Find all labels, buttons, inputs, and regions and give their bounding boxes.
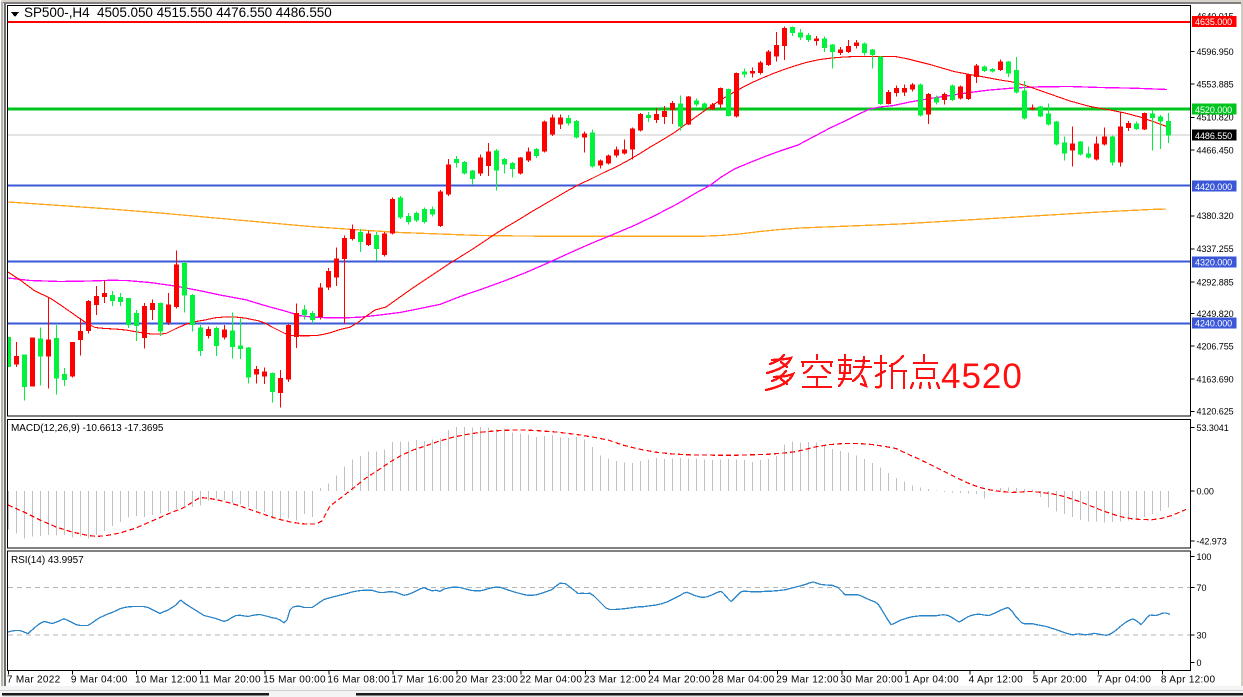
svg-text:7 Apr 04:00: 7 Apr 04:00 [1097, 675, 1152, 686]
svg-text:28 Mar 04:00: 28 Mar 04:00 [712, 675, 775, 686]
svg-text:11 Mar 20:00: 11 Mar 20:00 [199, 675, 261, 686]
svg-text:4 Apr 12:00: 4 Apr 12:00 [969, 675, 1024, 686]
svg-text:4520.000: 4520.000 [1195, 105, 1232, 115]
svg-text:4380.320: 4380.320 [1197, 211, 1234, 221]
svg-text:4240.000: 4240.000 [1195, 318, 1232, 328]
svg-text:4337.255: 4337.255 [1197, 244, 1234, 254]
svg-text:MACD(12,26,9) -10.6613 -17.369: MACD(12,26,9) -10.6613 -17.3695 [11, 423, 164, 434]
svg-text:SP500-,H4 4505.050 4515.550 4: SP500-,H4 4505.050 4515.550 4476.550 448… [24, 5, 332, 20]
svg-text:22 Mar 04:00: 22 Mar 04:00 [520, 675, 583, 686]
svg-text:9 Mar 04:00: 9 Mar 04:00 [71, 675, 128, 686]
svg-text:0.00: 0.00 [1197, 486, 1214, 496]
svg-text:16 Mar 08:00: 16 Mar 08:00 [327, 675, 390, 686]
svg-text:4486.550: 4486.550 [1195, 131, 1232, 141]
svg-text:4510.820: 4510.820 [1197, 113, 1234, 123]
svg-text:23 Mar 12:00: 23 Mar 12:00 [584, 675, 647, 686]
svg-text:-42.973: -42.973 [1197, 536, 1227, 546]
svg-text:5 Apr 20:00: 5 Apr 20:00 [1033, 675, 1088, 686]
svg-text:20 Mar 23:00: 20 Mar 23:00 [456, 675, 519, 686]
svg-text:17 Mar 16:00: 17 Mar 16:00 [392, 675, 455, 686]
svg-text:15 Mar 00:00: 15 Mar 00:00 [263, 675, 326, 686]
svg-text:1 Apr 04:00: 1 Apr 04:00 [905, 675, 960, 686]
svg-text:0: 0 [1197, 658, 1202, 668]
svg-text:7 Mar 2022: 7 Mar 2022 [7, 675, 61, 686]
svg-text:4420.000: 4420.000 [1195, 182, 1232, 192]
svg-text:100: 100 [1197, 552, 1212, 562]
svg-text:4320.000: 4320.000 [1195, 257, 1232, 267]
svg-text:70: 70 [1197, 583, 1207, 593]
svg-text:8 Apr 12:00: 8 Apr 12:00 [1161, 675, 1216, 686]
svg-text:10 Mar 12:00: 10 Mar 12:00 [135, 675, 198, 686]
svg-text:4553.885: 4553.885 [1197, 79, 1234, 89]
svg-text:24 Mar 20:00: 24 Mar 20:00 [648, 675, 711, 686]
svg-text:RSI(14) 43.9957: RSI(14) 43.9957 [11, 555, 84, 566]
svg-text:4596.950: 4596.950 [1197, 47, 1234, 57]
svg-text:4249.820: 4249.820 [1197, 309, 1234, 319]
svg-text:4520: 4520 [941, 357, 1023, 396]
svg-text:30: 30 [1197, 630, 1207, 640]
svg-text:30 Mar 20:00: 30 Mar 20:00 [840, 675, 903, 686]
svg-text:29 Mar 12:00: 29 Mar 12:00 [776, 675, 839, 686]
svg-text:53.3041: 53.3041 [1197, 423, 1229, 433]
svg-text:4120.625: 4120.625 [1197, 407, 1234, 417]
svg-text:4292.885: 4292.885 [1197, 278, 1234, 288]
svg-text:4466.450: 4466.450 [1197, 145, 1234, 155]
svg-text:4163.690: 4163.690 [1197, 374, 1234, 384]
svg-text:4206.755: 4206.755 [1197, 342, 1234, 352]
svg-text:4635.000: 4635.000 [1195, 17, 1232, 27]
